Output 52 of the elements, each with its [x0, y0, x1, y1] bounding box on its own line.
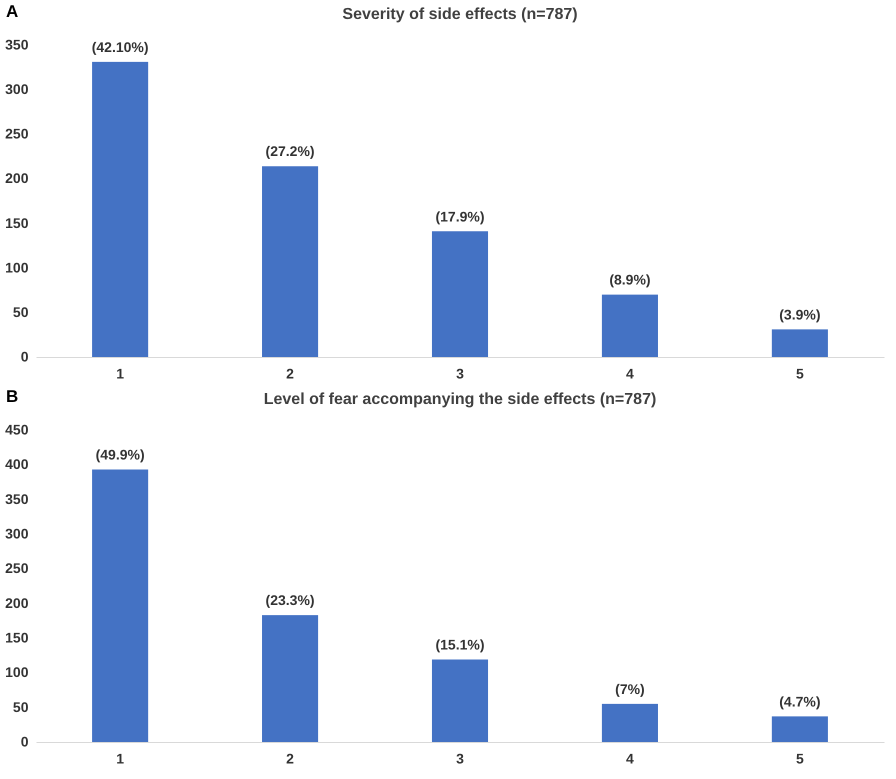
y-tick-label: 350	[5, 36, 29, 52]
y-tick-label: 300	[5, 81, 29, 98]
annotation: (23.3%)	[266, 592, 315, 608]
x-tick-label: 1	[116, 750, 124, 766]
bar	[262, 166, 318, 357]
chart-title: Level of fear accompanying the side effects (n=787)	[264, 391, 656, 408]
y-tick-label: 250	[5, 126, 29, 142]
chart-title: Severity of side effects (n=787)	[342, 6, 578, 23]
y-tick-label: 100	[5, 664, 29, 680]
x-tick-label: 4	[626, 366, 634, 382]
annotation: (27.2%)	[266, 143, 315, 160]
y-tick-label: 200	[5, 594, 29, 611]
annotation: (3.9%)	[779, 306, 820, 322]
y-tick-label: 300	[5, 526, 29, 542]
y-tick-label: 0	[20, 734, 29, 750]
bar	[772, 716, 828, 742]
bar	[432, 659, 488, 742]
x-tick-label: 5	[796, 366, 804, 382]
x-tick-label: 2	[286, 750, 294, 766]
y-tick-label: 50	[12, 304, 29, 320]
bar	[262, 615, 318, 742]
y-tick-label: 100	[5, 259, 29, 276]
annotation: (15.1%)	[435, 636, 485, 652]
annotation: (17.9%)	[435, 208, 485, 224]
y-tick-label: 450	[5, 422, 29, 438]
x-tick-label: 2	[286, 366, 294, 382]
y-tick-label: 350	[5, 490, 29, 507]
bar	[92, 470, 148, 742]
x-tick-label: 5	[796, 750, 804, 766]
annotation: (8.9%)	[609, 272, 651, 288]
y-tick-label: 50	[12, 698, 29, 715]
annotation: (49.9%)	[96, 446, 145, 463]
y-tick-label: 150	[5, 630, 29, 646]
y-tick-label: 150	[5, 214, 29, 231]
x-tick-label: 3	[456, 366, 464, 382]
annotation: (42.10%)	[92, 38, 149, 55]
x-tick-label: 4	[626, 750, 634, 766]
text: B	[6, 387, 18, 407]
bar	[772, 329, 828, 357]
bar	[602, 294, 658, 357]
annotation: (7%)	[615, 680, 645, 697]
bar	[432, 231, 488, 357]
x-tick-label: 1	[116, 366, 124, 382]
y-tick-label: 0	[20, 348, 29, 364]
text: A	[6, 2, 18, 22]
y-tick-label: 200	[5, 170, 29, 186]
bar	[602, 704, 658, 742]
y-tick-label: 400	[5, 456, 29, 472]
bar	[92, 62, 148, 357]
y-tick-label: 250	[5, 560, 29, 576]
annotation: (4.7%)	[779, 693, 820, 710]
x-tick-label: 3	[456, 750, 464, 766]
